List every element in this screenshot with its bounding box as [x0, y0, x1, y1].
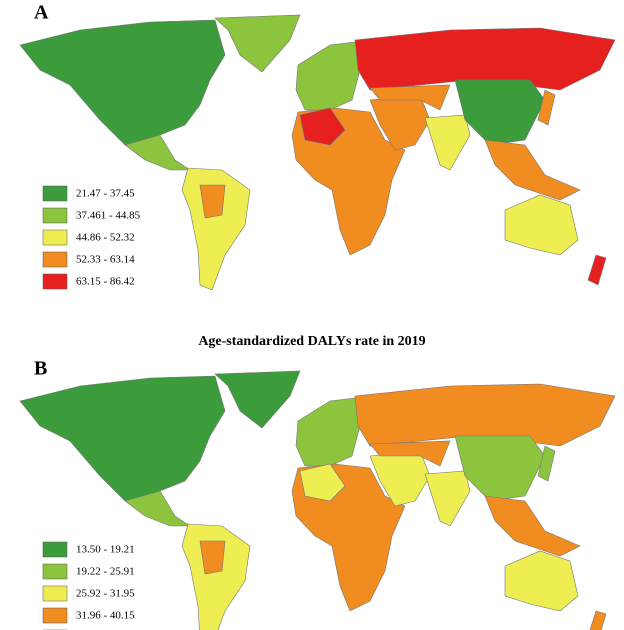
- legend-swatch: [42, 251, 68, 268]
- legend-label: 21.47 - 37.45: [76, 188, 135, 200]
- legend-swatch: [42, 607, 68, 624]
- legend-swatch: [42, 185, 68, 202]
- legend-swatch: [42, 563, 68, 580]
- legend-label: 63.15 - 86.42: [76, 276, 135, 288]
- map-a: [19, 14, 616, 291]
- legend-label: 25.92 - 31.95: [76, 588, 135, 600]
- panel-label: A: [34, 2, 49, 24]
- legend-label: 44.86 - 52.32: [76, 232, 135, 244]
- legend-label: 13.50 - 19.21: [76, 544, 135, 556]
- legend-label: 19.22 - 25.91: [76, 566, 135, 578]
- legend-label: 31.96 - 40.15: [76, 610, 135, 622]
- legend-swatch: [42, 541, 68, 558]
- legend-label: 52.33 - 63.14: [76, 254, 135, 266]
- panel-title: Age-standardized DALYs rate in 2019: [198, 334, 425, 349]
- legend-swatch: [42, 585, 68, 602]
- legend-swatch: [42, 229, 68, 246]
- legend-swatch: [42, 207, 68, 224]
- legend-swatch: [42, 273, 68, 290]
- legend-label: 37.461 - 44.85: [76, 210, 141, 222]
- panel-label: B: [34, 358, 47, 380]
